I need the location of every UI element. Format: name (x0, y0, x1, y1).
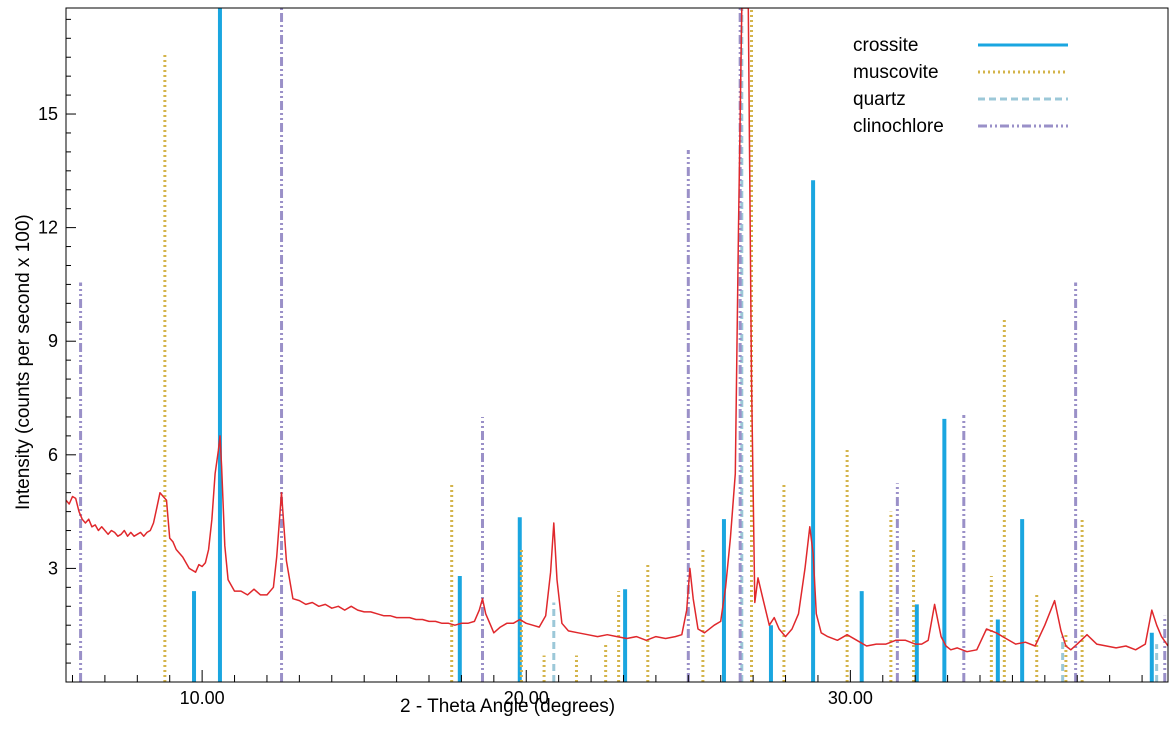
legend-label-quartz: quartz (853, 89, 906, 110)
y-tick-label: 12 (38, 218, 58, 238)
y-tick-label: 3 (48, 558, 58, 578)
reference-lines (79, 8, 1167, 682)
diffraction-pattern (66, 8, 1168, 653)
y-tick-label: 15 (38, 104, 58, 124)
legend-label-clinochlore: clinochlore (853, 116, 944, 137)
x-axis: 10.00 20.00 30.00 (71, 670, 1143, 708)
y-tick-label: 6 (48, 445, 58, 465)
x-tick-label: 10.00 (180, 688, 225, 708)
plot-frame (65, 7, 1169, 683)
y-tick-label: 9 (48, 331, 58, 351)
y-axis-label: Intensity (counts per second x 100) (13, 214, 34, 510)
x-tick-label: 30.00 (828, 688, 873, 708)
y-axis: 3 6 9 12 15 (38, 18, 76, 664)
x-axis-label: 2 - Theta Angle (degrees) (400, 696, 615, 717)
legend: crossite muscovite quartz clinochlore (853, 35, 1068, 137)
x-tick-label: 20.00 (504, 688, 549, 708)
measured-pattern-line (66, 8, 1168, 653)
legend-label-muscovite: muscovite (853, 62, 939, 83)
legend-label-crossite: crossite (853, 35, 918, 56)
